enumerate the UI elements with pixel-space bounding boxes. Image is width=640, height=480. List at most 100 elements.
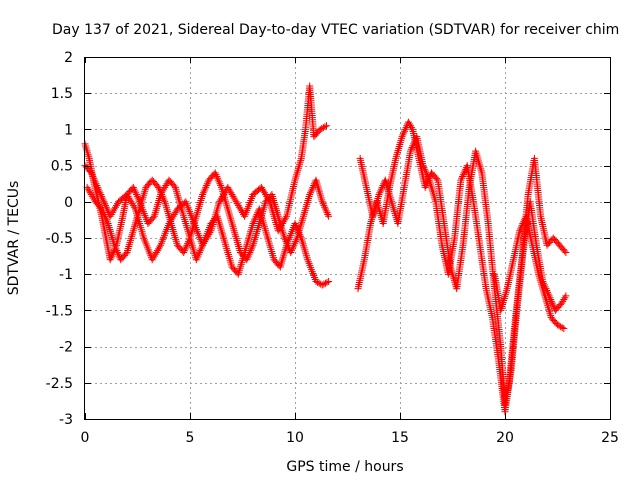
data-point [258, 185, 266, 193]
data-point [95, 187, 103, 195]
y-tick-label: 1.5 [51, 86, 73, 102]
data-point [94, 185, 102, 193]
y-tick-label: -2.5 [46, 376, 73, 392]
data-point [161, 183, 169, 191]
data-point [377, 187, 385, 195]
y-tick-label: -0.5 [46, 231, 73, 247]
data-point [92, 180, 100, 188]
data-point [314, 278, 322, 286]
data-point [86, 189, 94, 197]
data-point [129, 201, 137, 209]
data-point [458, 174, 466, 182]
data-point [150, 252, 158, 260]
y-tick-label: -3 [59, 412, 73, 428]
data-point [107, 254, 115, 262]
data-point [97, 191, 105, 199]
data-point [125, 194, 133, 202]
data-point [129, 183, 137, 191]
data-point [321, 279, 329, 287]
data-point [323, 209, 331, 217]
data-point [246, 248, 254, 256]
data-point [261, 189, 269, 197]
data-point [251, 216, 259, 224]
data-point [458, 172, 466, 180]
data-point [134, 194, 142, 202]
data-point [108, 209, 116, 217]
data-point [399, 131, 407, 139]
axis-ticks [85, 57, 611, 420]
data-point [288, 245, 296, 253]
data-point [281, 234, 288, 242]
x-tick-label: 20 [496, 430, 514, 446]
data-point [227, 189, 235, 197]
data-point [149, 214, 157, 222]
data-point [168, 214, 176, 222]
series-track-c [81, 82, 330, 264]
data-point [94, 183, 102, 191]
data-point [318, 281, 326, 289]
data-point [278, 220, 286, 228]
data-point [306, 191, 314, 199]
data-point [167, 216, 175, 224]
data-point [128, 200, 136, 208]
data-point [457, 176, 465, 184]
data-point [425, 174, 433, 182]
data-point [169, 212, 177, 220]
data-point [252, 212, 260, 220]
data-point [247, 247, 255, 255]
data-point [422, 169, 430, 177]
data-point [226, 187, 234, 195]
data-point [199, 191, 207, 199]
data-point [196, 247, 204, 255]
data-point [122, 250, 130, 258]
data-point [200, 239, 208, 247]
data-point [218, 194, 225, 202]
data-point [316, 125, 324, 133]
data-point [378, 183, 386, 191]
data-point [202, 183, 210, 191]
data-point [375, 191, 383, 199]
data-point [155, 183, 162, 191]
data-point [206, 229, 214, 237]
data-point [562, 292, 570, 300]
data-point [276, 223, 284, 231]
data-point [214, 174, 222, 182]
data-point [183, 241, 191, 249]
data-point [87, 191, 95, 199]
data-point [561, 294, 569, 302]
data-point [404, 118, 412, 126]
data-point [234, 201, 242, 209]
data-point [322, 207, 330, 215]
data-point [185, 236, 193, 244]
data-point [221, 189, 229, 197]
data-point [281, 216, 288, 224]
data-point [203, 180, 211, 188]
data-point [100, 198, 108, 206]
data-point [197, 245, 205, 253]
data-point [315, 279, 323, 287]
data-point [558, 324, 566, 332]
data-point [170, 210, 178, 218]
data-point [195, 248, 203, 256]
data-point [263, 192, 271, 200]
x-tick-label: 5 [186, 430, 195, 446]
data-point [319, 200, 327, 208]
data-point [88, 171, 96, 179]
data-point [421, 167, 429, 175]
data-point [111, 203, 119, 211]
data-point [421, 183, 429, 191]
data-point [306, 189, 314, 197]
data-point [561, 247, 569, 255]
data-point [106, 212, 114, 220]
data-point [91, 178, 99, 186]
data-point [281, 236, 289, 244]
data-point [124, 192, 132, 200]
data-point [557, 323, 565, 331]
data-point [262, 191, 270, 199]
data-point [516, 227, 524, 235]
data-point [130, 203, 138, 211]
data-point [229, 192, 237, 200]
data-point [216, 196, 224, 204]
data-point [114, 250, 122, 258]
series-track-e [356, 133, 570, 416]
